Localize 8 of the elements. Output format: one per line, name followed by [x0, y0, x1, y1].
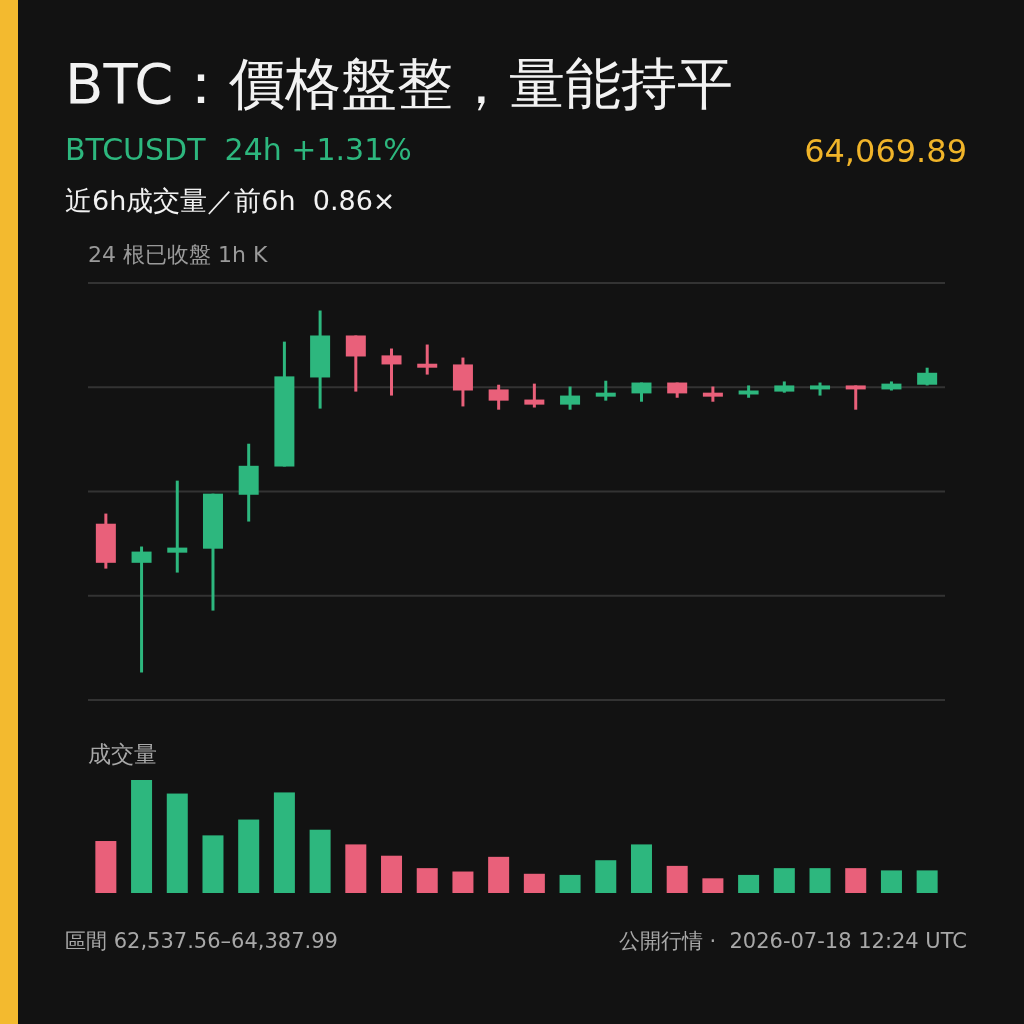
subtitle: BTCUSDT 24h +1.31% — [65, 132, 412, 167]
annotation: 64,069.89 — [804, 132, 967, 170]
title: BTC：價格盤整，量能持平 — [65, 51, 734, 116]
annotation: 24 根已收盤 1h K — [88, 242, 268, 267]
title: 成交量 — [88, 741, 157, 767]
annotation: 區間 62,537.56–64,387.99 — [65, 929, 338, 953]
annotation: 近6h成交量／前6h 0.86× — [65, 185, 396, 216]
annotation: 公開行情 · 2026-07-18 12:24 UTC — [618, 929, 967, 953]
